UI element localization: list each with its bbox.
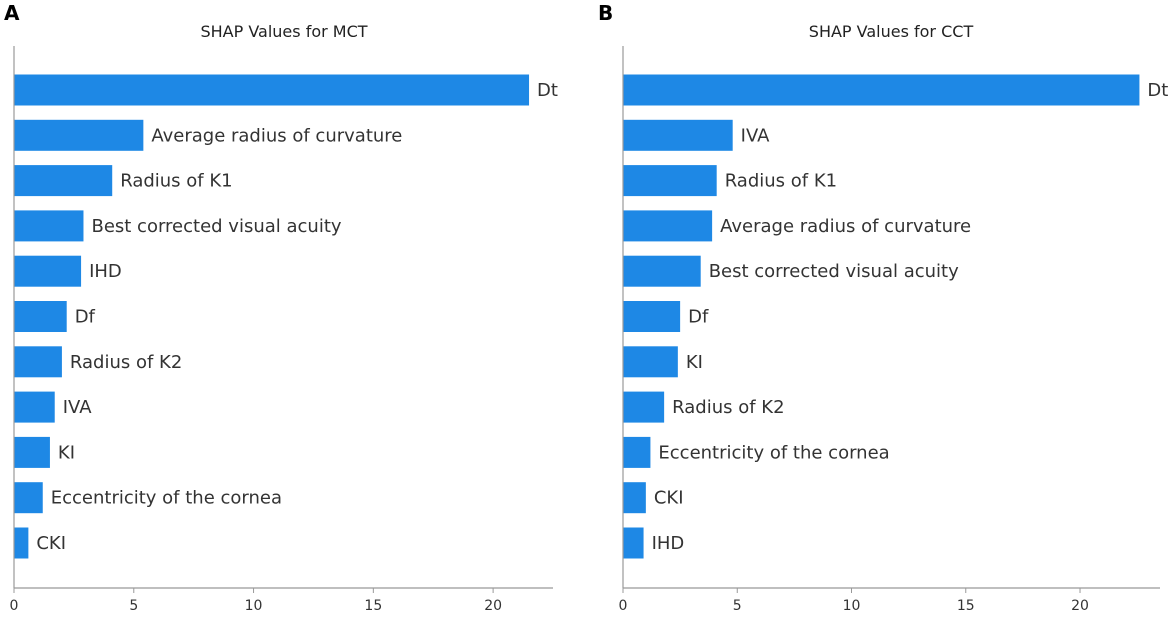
bar-label: Dt	[1147, 80, 1168, 101]
bar	[14, 301, 67, 332]
bar-label: IHD	[89, 261, 122, 282]
bar-label: IHD	[652, 533, 685, 554]
panel-b-letter: B	[598, 1, 613, 25]
bar-label: Df	[688, 307, 709, 328]
x-tick-label: 10	[245, 598, 263, 614]
panel-a: A SHAP Values for MCT Dt Average radius o…	[4, 1, 558, 614]
bar	[14, 74, 530, 106]
panel-b-axes: 0 5 10 15 20	[619, 46, 1160, 614]
bar-label: Best corrected visual acuity	[91, 216, 341, 237]
bar-label: Eccentricity of the cornea	[51, 488, 282, 509]
bar-label: IVA	[741, 125, 770, 146]
panel-b: B SHAP Values for CCT Dt IVA Radius of K1 A…	[598, 1, 1168, 614]
bar	[14, 165, 113, 197]
bar	[623, 210, 713, 242]
bar	[14, 119, 144, 151]
panel-a-bars: Dt Average radius of curvature Radius of K…	[14, 74, 558, 559]
bar-label: Average radius of curvature	[151, 125, 402, 146]
panel-a-axes: 0 5 10 15 20	[10, 46, 553, 614]
panel-a-title: SHAP Values for MCT	[200, 22, 367, 41]
x-tick-label: 20	[1071, 598, 1089, 614]
bar-label: IVA	[63, 397, 92, 418]
x-tick-label: 0	[10, 598, 19, 614]
x-tick-label: 10	[843, 598, 861, 614]
x-tick-label: 0	[619, 598, 628, 614]
bar	[14, 391, 55, 423]
bar	[623, 346, 678, 378]
bar	[623, 119, 733, 151]
x-tick-label: 15	[364, 598, 382, 614]
bar	[14, 436, 50, 468]
bar	[14, 527, 29, 559]
bar	[623, 436, 651, 468]
bar-label: CKI	[654, 488, 684, 509]
bar	[14, 255, 82, 287]
bar-label: CKI	[36, 533, 66, 554]
bar	[623, 165, 717, 197]
bar-label: Radius of K1	[120, 171, 232, 192]
panel-a-letter: A	[4, 1, 20, 25]
bar-label: Radius of K2	[672, 397, 784, 418]
x-tick-label: 5	[129, 598, 138, 614]
bar-label: Df	[75, 307, 96, 328]
bar-label: Radius of K2	[70, 352, 182, 373]
bar-label: Dt	[537, 80, 558, 101]
panel-b-title: SHAP Values for CCT	[809, 22, 974, 41]
bar-label: Eccentricity of the cornea	[658, 442, 889, 463]
bar-label: Average radius of curvature	[720, 216, 971, 237]
bar	[623, 482, 646, 514]
x-tick-label: 5	[733, 598, 742, 614]
bar	[623, 527, 644, 559]
bar	[14, 210, 84, 242]
bar-label: KI	[686, 352, 703, 373]
bar	[623, 255, 701, 287]
x-tick-label: 20	[484, 598, 502, 614]
bar	[623, 391, 665, 423]
panel-b-bars: Dt IVA Radius of K1 Average radius of curva…	[623, 74, 1168, 559]
bar	[623, 301, 681, 332]
x-tick-label: 15	[957, 598, 975, 614]
bar-label: Best corrected visual acuity	[709, 261, 959, 282]
bar-label: KI	[58, 442, 75, 463]
bar	[623, 74, 1140, 106]
bar-label: Radius of K1	[725, 171, 837, 192]
bar	[14, 482, 43, 514]
bar	[14, 346, 62, 378]
